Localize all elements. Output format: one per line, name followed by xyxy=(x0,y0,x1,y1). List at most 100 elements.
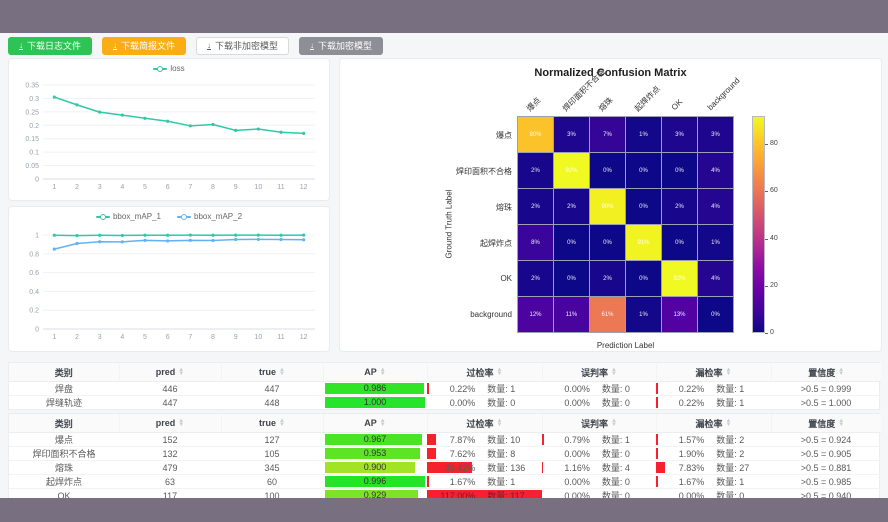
download-icon: ↓ xyxy=(310,41,315,50)
column-header-pred[interactable]: pred ▲ ▼ xyxy=(119,363,222,382)
sort-icon: ▲ ▼ xyxy=(496,367,503,377)
button-label: 下载简报文件 xyxy=(121,40,176,51)
download-log-button[interactable]: ↓ 下载日志文件 xyxy=(8,37,93,55)
sort-icon: ▲ ▼ xyxy=(379,367,386,377)
column-header-过检率[interactable]: 过检率 ▲ ▼ xyxy=(427,363,543,382)
column-header-漏检率[interactable]: 漏检率 ▲ ▼ xyxy=(656,363,772,382)
misjudge-rate-cell: 1.16% 数量: 4 xyxy=(542,460,656,475)
legend-item-bbox-map-1[interactable]: bbox_mAP_1 xyxy=(95,212,161,221)
pred-count-cell: 117 xyxy=(162,490,178,501)
column-header-置信度[interactable]: 置信度 ▲ ▼ xyxy=(771,414,881,433)
matrix-cell: 0% xyxy=(590,153,625,188)
rate-bar xyxy=(656,383,658,394)
rate-percent: 0.00% xyxy=(564,383,590,394)
ap-bar xyxy=(325,397,425,408)
legend-marker-icon xyxy=(177,213,191,220)
rate-cell: 0.22% 数量: 1 xyxy=(656,382,771,395)
rate-percent: 1.67% xyxy=(678,476,705,487)
svg-text:0.8: 0.8 xyxy=(29,251,39,258)
column-header-label: 漏检率 xyxy=(695,418,723,429)
sort-icon: ▲ ▼ xyxy=(279,418,285,428)
legend-label: bbox_mAP_1 xyxy=(112,212,161,221)
download-encrypted-model-button[interactable]: ↓ 下载加密模型 xyxy=(299,37,384,55)
overdetect-rate-cell: 0.00% 数量: 0 xyxy=(427,396,542,410)
matrix-cell: 3% xyxy=(698,117,733,152)
column-header-ap[interactable]: AP ▲ ▼ xyxy=(323,363,428,382)
rate-count: 数量: 1 xyxy=(487,477,516,487)
overdetect-rate-cell: 1.67% 数量: 1 xyxy=(427,474,542,489)
column-header-误判率[interactable]: 误判率 ▲ ▼ xyxy=(542,363,657,382)
rate-count: 数量: 136 xyxy=(487,463,526,473)
matrix-cell: 92% xyxy=(662,261,697,296)
column-header-true[interactable]: true ▲ ▼ xyxy=(221,414,324,433)
rate-count: 数量: 1 xyxy=(716,384,745,394)
column-header-误判率[interactable]: 误判率 ▲ ▼ xyxy=(542,414,657,433)
column-header-pred[interactable]: pred ▲ ▼ xyxy=(119,414,222,433)
ap-value: 1.000 xyxy=(363,397,387,407)
overdetect-rate-cell: 7.87% 数量: 10 xyxy=(427,432,542,447)
column-header-置信度[interactable]: 置信度 ▲ ▼ xyxy=(771,363,881,382)
true-count-cell: 345 xyxy=(221,460,323,475)
svg-text:3: 3 xyxy=(98,184,102,191)
legend-label: loss xyxy=(170,64,185,73)
download-icon: ↓ xyxy=(207,41,212,50)
svg-text:3: 3 xyxy=(98,334,102,341)
ap-bar xyxy=(325,383,424,394)
sort-icon: ▲ ▼ xyxy=(379,418,386,428)
colorbar-tick-label: 0 xyxy=(770,329,774,336)
download-unencrypted-model-button[interactable]: ↓ 下载非加密模型 xyxy=(196,37,290,55)
matrix-row-label: 熔珠 xyxy=(496,203,512,212)
loss-chart-legend: loss xyxy=(9,64,329,73)
column-header-label: pred xyxy=(155,418,176,428)
rate-bar xyxy=(542,434,544,445)
legend-marker-icon xyxy=(153,65,168,72)
svg-text:2: 2 xyxy=(75,184,79,191)
rate-count: 数量: 2 xyxy=(716,449,745,459)
column-header-label: true xyxy=(259,367,277,377)
column-header-ap[interactable]: AP ▲ ▼ xyxy=(323,414,428,433)
table-row: 熔珠 479 345 0.900 39.42% 数量: 136 1.16% 数量: 4 7.83… xyxy=(9,460,881,475)
svg-text:6: 6 xyxy=(166,334,170,341)
column-header-true[interactable]: true ▲ ▼ xyxy=(221,363,324,382)
button-label: 下载加密模型 xyxy=(318,40,373,51)
column-header-漏检率[interactable]: 漏检率 ▲ ▼ xyxy=(656,414,772,433)
legend-item-bbox-map-2[interactable]: bbox_mAP_2 xyxy=(177,212,242,221)
ap-cell: 0.986 xyxy=(323,381,427,396)
column-header-label: 误判率 xyxy=(581,367,609,378)
matrix-cell: 2% xyxy=(590,261,625,296)
svg-text:2: 2 xyxy=(75,334,79,341)
rate-cell: 7.87% 数量: 10 xyxy=(427,433,542,446)
matrix-column-label: OK xyxy=(669,97,685,112)
rate-percent: 0.00% xyxy=(564,448,590,459)
rate-cell: 0.00% 数量: 0 xyxy=(542,475,656,488)
matrix-cell: 0% xyxy=(554,261,589,296)
ap-value: 0.953 xyxy=(363,448,387,458)
svg-text:7: 7 xyxy=(188,334,192,341)
table-row: 焊缝轨迹 447 448 1.000 0.00% 数量: 0 0.00% 数量: 0 0.22%… xyxy=(9,396,881,410)
column-header-过检率[interactable]: 过检率 ▲ ▼ xyxy=(427,414,543,433)
matrix-cell: 0% xyxy=(554,225,589,260)
download-report-button[interactable]: ↓ 下载简报文件 xyxy=(102,37,187,55)
rate-cell: 0.22% 数量: 1 xyxy=(656,396,771,409)
matrix-cell: 8% xyxy=(518,225,553,260)
rate-cell: 1.16% 数量: 4 xyxy=(542,461,656,474)
matrix-cell: 0% xyxy=(626,261,661,296)
rate-cell: 7.62% 数量: 8 xyxy=(427,447,542,460)
rate-cell: 39.42% 数量: 136 xyxy=(427,461,542,474)
legend-item-loss[interactable]: loss xyxy=(153,64,185,73)
ap-value: 0.986 xyxy=(363,383,387,393)
column-header-label: pred xyxy=(155,367,176,377)
ap-value: 0.929 xyxy=(363,490,387,500)
confidence-cell: >0.5 = 0.924 xyxy=(771,432,881,447)
column-header-label: 类别 xyxy=(54,367,73,378)
rate-count: 数量: 1 xyxy=(716,477,745,487)
class-name-cell: 爆点 xyxy=(9,432,119,447)
ap-cell: 1.000 xyxy=(323,396,427,410)
colorbar-tick-mark xyxy=(765,191,768,193)
matrix-cell: 2% xyxy=(554,189,589,224)
svg-text:1: 1 xyxy=(52,334,56,341)
missed-rate-cell: 1.57% 数量: 2 xyxy=(656,432,771,447)
colorbar xyxy=(752,116,765,333)
ap-bar xyxy=(325,490,418,501)
rate-count: 数量: 0 xyxy=(601,491,630,501)
